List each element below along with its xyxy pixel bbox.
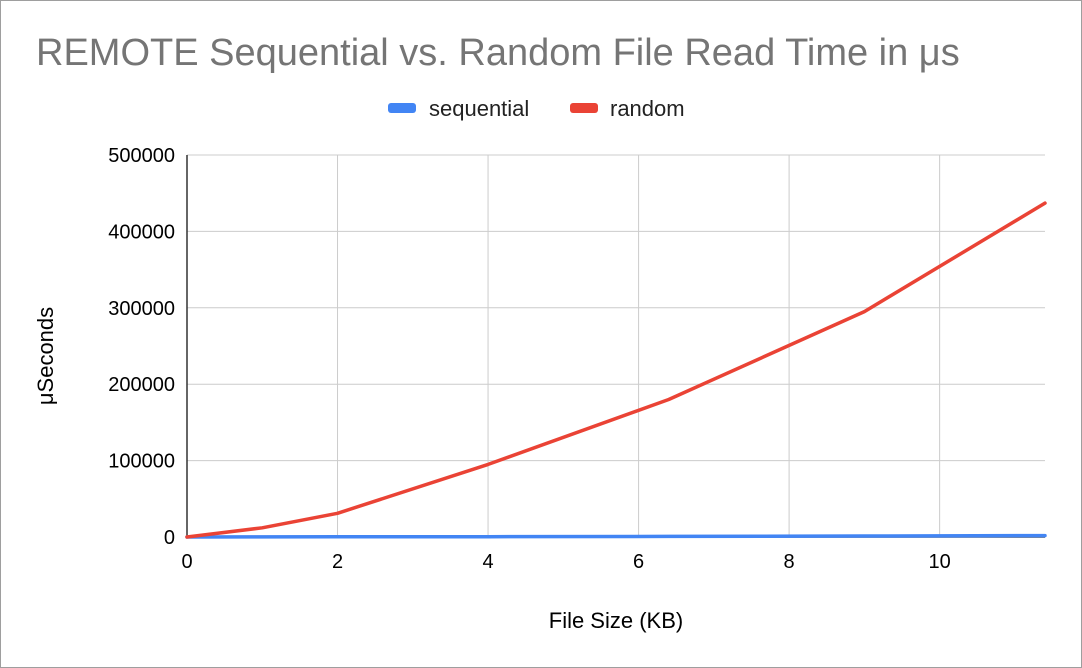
- y-tick-label: 100000: [108, 451, 175, 473]
- legend: sequential random: [388, 96, 685, 121]
- y-axis-ticks: 0 100000 200000 300000 400000 500000: [108, 145, 175, 549]
- x-tick-label: 4: [482, 551, 493, 573]
- y-tick-label: 300000: [108, 298, 175, 320]
- series-lines: [185, 201, 1047, 539]
- y-axis-title: μSeconds: [33, 307, 58, 405]
- x-tick-label: 10: [929, 551, 951, 573]
- series-line-sequential: [185, 533, 1047, 539]
- x-tick-label: 0: [181, 551, 192, 573]
- legend-swatch-sequential: [388, 103, 416, 113]
- x-tick-label: 2: [332, 551, 343, 573]
- legend-label-sequential: sequential: [429, 96, 529, 121]
- legend-label-random: random: [610, 96, 685, 121]
- x-axis-ticks: 0 2 4 6 8 10: [181, 551, 950, 573]
- y-tick-label: 200000: [108, 374, 175, 396]
- x-tick-label: 6: [633, 551, 644, 573]
- y-tick-label: 400000: [108, 221, 175, 243]
- y-tick-label: 500000: [108, 145, 175, 167]
- legend-swatch-random: [570, 103, 598, 113]
- series-line-random: [185, 201, 1047, 539]
- y-tick-label: 0: [164, 527, 175, 549]
- chart-title: REMOTE Sequential vs. Random File Read T…: [36, 32, 960, 74]
- grid: [186, 154, 1045, 538]
- x-axis-title: File Size (KB): [549, 608, 683, 633]
- x-tick-label: 8: [784, 551, 795, 573]
